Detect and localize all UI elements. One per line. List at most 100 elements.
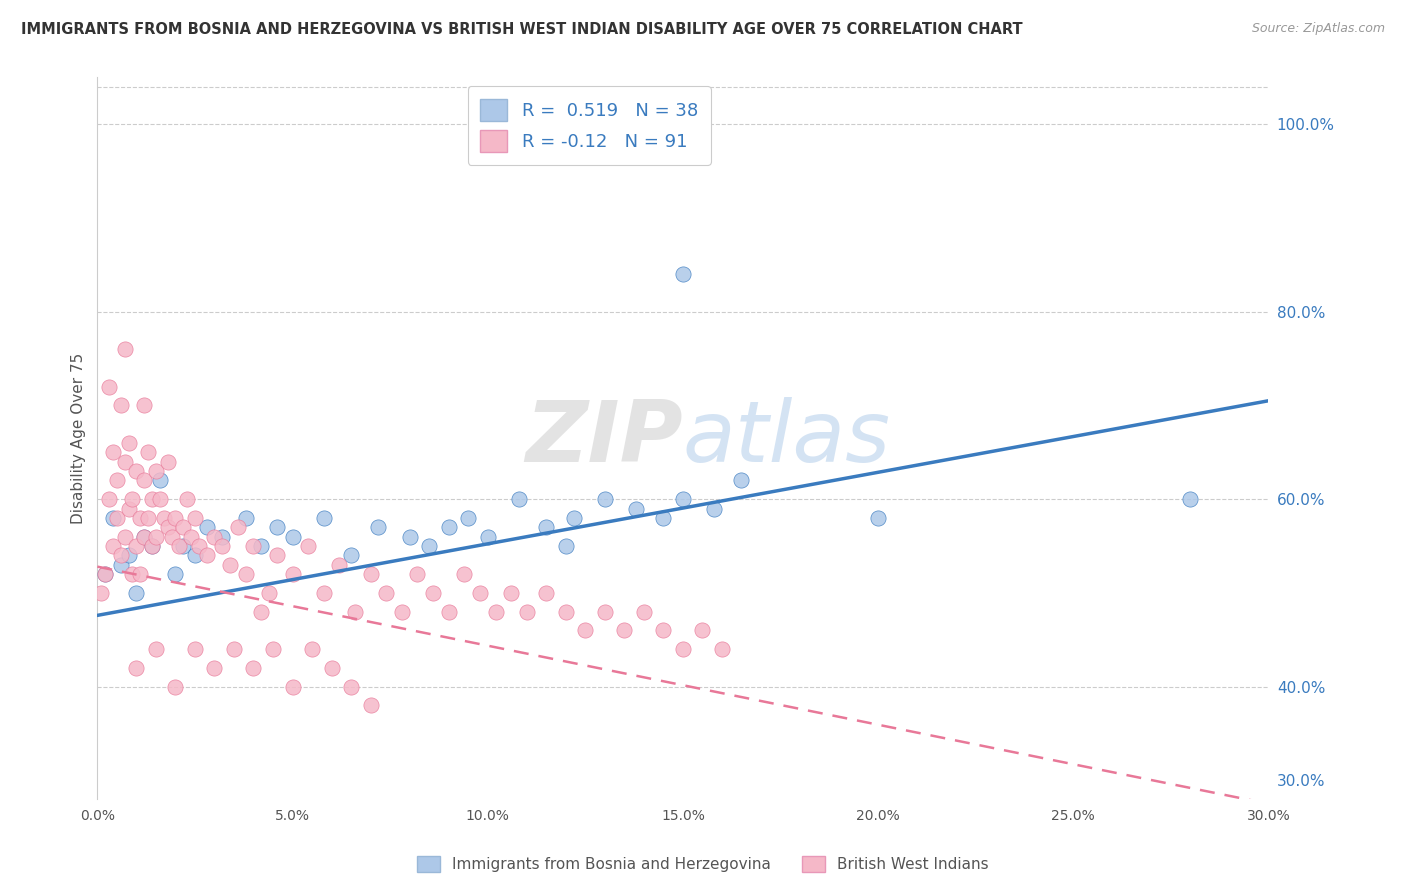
Point xyxy=(242,539,264,553)
Point xyxy=(172,539,194,553)
Point xyxy=(457,511,479,525)
Point xyxy=(574,624,596,638)
Point xyxy=(593,605,616,619)
Point xyxy=(134,530,156,544)
Point xyxy=(121,567,143,582)
Point xyxy=(125,464,148,478)
Point xyxy=(312,586,335,600)
Point xyxy=(250,539,273,553)
Point xyxy=(94,567,117,582)
Point xyxy=(105,511,128,525)
Point xyxy=(672,492,695,507)
Point xyxy=(281,567,304,582)
Legend: Immigrants from Bosnia and Herzegovina, British West Indians: Immigrants from Bosnia and Herzegovina, … xyxy=(409,848,997,880)
Point xyxy=(672,642,695,657)
Point xyxy=(129,567,152,582)
Point xyxy=(176,492,198,507)
Point xyxy=(160,530,183,544)
Legend: R =  0.519   N = 38, R = -0.12   N = 91: R = 0.519 N = 38, R = -0.12 N = 91 xyxy=(468,87,710,165)
Point xyxy=(211,539,233,553)
Point xyxy=(117,436,139,450)
Point xyxy=(125,661,148,675)
Text: ZIP: ZIP xyxy=(526,397,683,480)
Point xyxy=(235,567,257,582)
Point xyxy=(114,455,136,469)
Point xyxy=(184,642,207,657)
Point xyxy=(536,520,558,534)
Point xyxy=(562,511,585,525)
Point xyxy=(195,520,218,534)
Point xyxy=(117,501,139,516)
Point xyxy=(536,586,558,600)
Point xyxy=(141,492,163,507)
Point xyxy=(136,511,159,525)
Point xyxy=(105,474,128,488)
Point xyxy=(398,530,420,544)
Point xyxy=(730,474,752,488)
Point xyxy=(141,539,163,553)
Point xyxy=(169,539,191,553)
Point xyxy=(391,605,413,619)
Point xyxy=(145,642,167,657)
Point xyxy=(134,399,156,413)
Point xyxy=(703,501,725,516)
Point xyxy=(110,399,132,413)
Point xyxy=(367,520,389,534)
Point xyxy=(129,511,152,525)
Text: atlas: atlas xyxy=(683,397,891,480)
Point xyxy=(281,680,304,694)
Point xyxy=(554,539,576,553)
Point xyxy=(250,605,273,619)
Point xyxy=(110,549,132,563)
Point xyxy=(114,530,136,544)
Point xyxy=(652,624,675,638)
Point xyxy=(134,474,156,488)
Point xyxy=(242,661,264,675)
Point xyxy=(266,520,288,534)
Point xyxy=(453,567,475,582)
Y-axis label: Disability Age Over 75: Disability Age Over 75 xyxy=(72,352,86,524)
Point xyxy=(321,661,343,675)
Point xyxy=(672,267,695,281)
Point xyxy=(343,605,366,619)
Point xyxy=(360,567,382,582)
Point xyxy=(484,605,506,619)
Point xyxy=(1180,492,1202,507)
Point xyxy=(624,501,647,516)
Point xyxy=(204,530,226,544)
Point xyxy=(468,586,491,600)
Point xyxy=(117,549,139,563)
Point xyxy=(226,520,249,534)
Point xyxy=(211,530,233,544)
Point xyxy=(204,661,226,675)
Point xyxy=(340,680,363,694)
Point xyxy=(156,455,179,469)
Point xyxy=(125,539,148,553)
Point xyxy=(281,530,304,544)
Point xyxy=(501,586,523,600)
Point xyxy=(101,511,124,525)
Text: Source: ZipAtlas.com: Source: ZipAtlas.com xyxy=(1251,22,1385,36)
Point xyxy=(152,511,174,525)
Point xyxy=(172,520,194,534)
Point xyxy=(360,698,382,713)
Point xyxy=(110,558,132,572)
Point xyxy=(149,474,172,488)
Point xyxy=(437,605,460,619)
Point xyxy=(136,445,159,459)
Point xyxy=(266,549,288,563)
Point xyxy=(149,492,172,507)
Point xyxy=(98,492,121,507)
Point xyxy=(134,530,156,544)
Point xyxy=(262,642,284,657)
Point xyxy=(301,642,323,657)
Point xyxy=(125,586,148,600)
Point xyxy=(508,492,530,507)
Point xyxy=(516,605,538,619)
Point xyxy=(257,586,280,600)
Point xyxy=(114,343,136,357)
Point xyxy=(219,558,242,572)
Point xyxy=(187,539,209,553)
Point xyxy=(593,492,616,507)
Point xyxy=(477,530,499,544)
